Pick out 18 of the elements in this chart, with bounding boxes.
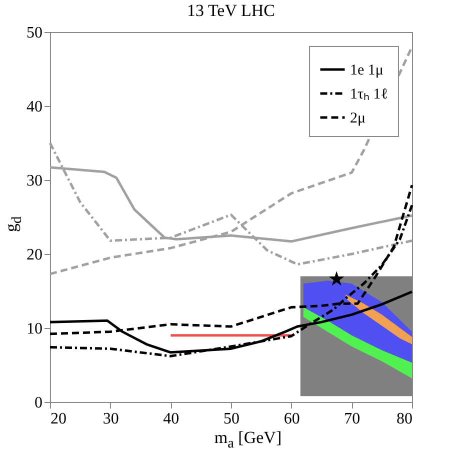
chart-title: 13 TeV LHC xyxy=(187,1,275,20)
x-tick-label: 20 xyxy=(50,410,66,428)
y-tick-label: 10 xyxy=(26,320,42,338)
x-tick-label: 70 xyxy=(344,410,360,428)
legend-label: 1τₕ 1ℓ xyxy=(350,86,388,102)
y-tick-label: 40 xyxy=(26,98,42,116)
x-tick-label: 40 xyxy=(163,410,180,428)
x-tick-label: 30 xyxy=(102,410,119,428)
legend-label: 1e 1μ xyxy=(350,62,384,78)
y-tick-label: 30 xyxy=(26,172,42,190)
y-tick-label: 0 xyxy=(34,394,42,412)
x-tick-label: 80 xyxy=(396,410,412,428)
y-tick-label: 50 xyxy=(26,24,42,42)
x-axis-title: m$_{a}$ [GeV] xyxy=(214,428,282,452)
x-tick-label: 50 xyxy=(224,410,240,428)
legend-label: 2μ xyxy=(350,110,366,126)
y-tick-label: 20 xyxy=(26,246,42,264)
x-tick-label: 60 xyxy=(284,410,300,428)
